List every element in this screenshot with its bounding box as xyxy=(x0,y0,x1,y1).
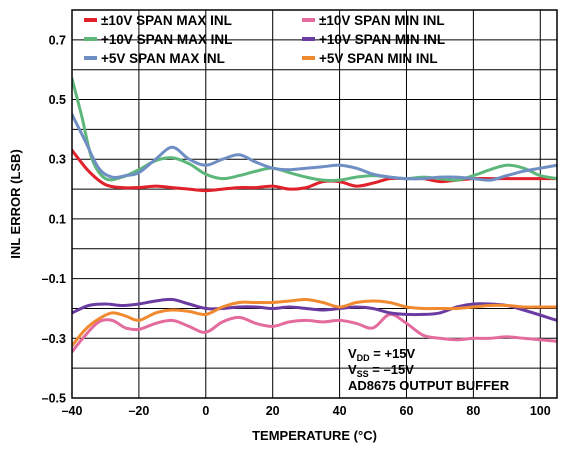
y-tick-label: 0.5 xyxy=(49,93,66,107)
legend-label: ±10V SPAN MIN INL xyxy=(319,13,445,28)
legend-label: +10V SPAN MAX INL xyxy=(101,32,232,47)
x-tick-label: –20 xyxy=(128,404,149,418)
legend: ±10V SPAN MAX INL ±10V SPAN MIN INL +10V S… xyxy=(84,13,445,66)
y-tick-label: 0.1 xyxy=(49,212,66,226)
x-tick-label: 40 xyxy=(333,404,347,418)
x-tick-label: –40 xyxy=(62,404,83,418)
series-line-4 xyxy=(72,312,557,354)
legend-label: +10V SPAN MIN INL xyxy=(319,32,445,47)
y-axis-label: INL ERROR (LSB) xyxy=(8,149,23,259)
x-tick-label: 0 xyxy=(202,404,209,418)
legend-label: ±10V SPAN MAX INL xyxy=(101,13,232,28)
plot-frame xyxy=(71,9,558,399)
legend-label: +5V SPAN MIN INL xyxy=(319,51,438,66)
x-tick-label: 20 xyxy=(266,404,280,418)
series-line-3 xyxy=(72,113,557,182)
tick-labels: –40 –20 0 20 40 60 80 100 –0.5 –0.3 –0.1 0.1 0.3 0.5 0… xyxy=(42,33,551,418)
x-axis-label: TEMPERATURE (°C) xyxy=(252,428,377,443)
y-tick-label: –0.1 xyxy=(42,272,66,286)
y-tick-label: –0.5 xyxy=(42,392,66,406)
series-line-2 xyxy=(72,77,557,182)
x-tick-label: 60 xyxy=(400,404,414,418)
x-tick-label: 80 xyxy=(466,404,480,418)
legend-label: +5V SPAN MAX INL xyxy=(101,51,225,66)
x-tick-label: 100 xyxy=(530,404,551,418)
y-tick-label: –0.3 xyxy=(42,332,66,346)
annotation-line: VDD = +15V xyxy=(348,346,416,363)
y-tick-label: 0.7 xyxy=(49,33,66,47)
series-lines xyxy=(72,77,557,354)
y-tick-label: 0.3 xyxy=(49,153,66,167)
series-line-6 xyxy=(72,297,557,348)
series-line-5 xyxy=(72,297,557,322)
grid-lines xyxy=(71,10,557,398)
annotation-line: AD8675 OUTPUT BUFFER xyxy=(348,378,510,393)
annotation-line: VSS = –15V xyxy=(348,362,414,379)
